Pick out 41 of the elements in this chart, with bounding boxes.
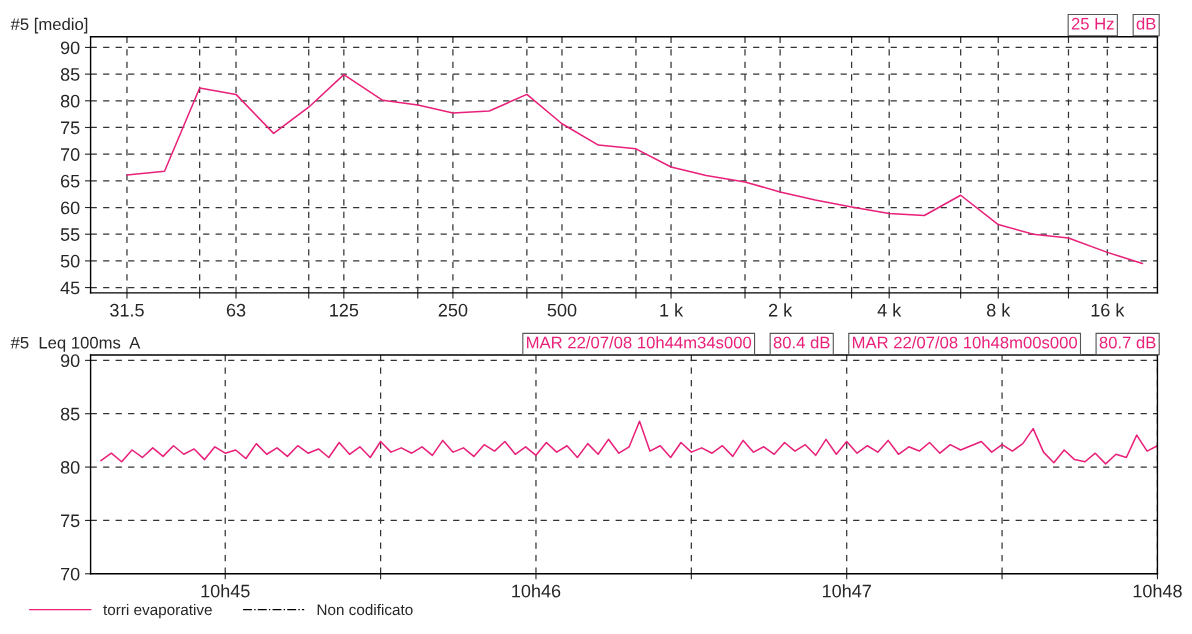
y-tick-label: 90: [60, 41, 80, 55]
line-series: [126, 73, 1144, 265]
x-tick-label: 8 k: [987, 303, 1011, 317]
x-tick-label: 16 k: [1091, 303, 1125, 317]
x-tick-label: 4 k: [877, 303, 902, 317]
y-tick-label: 90: [60, 354, 80, 368]
x-tick-label: 31.5: [110, 303, 144, 317]
x-tick-label: 125: [330, 303, 359, 317]
y-tick-label: 85: [60, 407, 80, 421]
x-tick-label: 10h46: [512, 584, 561, 598]
line-series: [100, 420, 1158, 465]
x-tick-label: 10h47: [822, 584, 871, 598]
chart-title: #5 [medio]: [10, 17, 88, 34]
legend-label: Non codificato: [317, 603, 413, 616]
x-tick-label: 250: [438, 303, 468, 317]
y-tick-label: 65: [61, 174, 80, 188]
x-tick-label: 10h48: [1133, 584, 1182, 598]
text: dB: [1136, 17, 1156, 30]
x-tick-label: 500: [547, 303, 577, 317]
x-tick-label: 2 k: [768, 303, 793, 317]
y-tick-label: 75: [61, 121, 80, 135]
y-tick-label: 50: [60, 254, 80, 268]
y-tick-label: 55: [60, 228, 80, 241]
y-tick-label: 60: [61, 201, 80, 215]
text: 80.4 dB: [773, 336, 830, 349]
text: 25 Hz: [1071, 17, 1114, 30]
y-tick-label: 80: [60, 94, 80, 108]
y-tick-label: 70: [61, 567, 80, 581]
chart-title: #5 Leq 100ms A: [10, 336, 141, 352]
x-tick-label: 10h45: [201, 584, 250, 598]
legend-label: torri evaporative: [103, 603, 212, 619]
y-tick-label: 70: [61, 148, 80, 161]
x-tick-label: 63: [226, 303, 246, 317]
y-tick-label: 45: [60, 281, 80, 295]
y-tick-label: 80: [60, 461, 80, 474]
text: MAR 22/07/08 10h48m00s000: [852, 336, 1078, 349]
x-tick-label: 1 k: [660, 303, 684, 317]
y-tick-label: 75: [61, 514, 80, 528]
text: 80.7 dB: [1099, 336, 1156, 349]
y-tick-label: 85: [60, 68, 80, 81]
text: MAR 22/07/08 10h44m34s000: [527, 336, 752, 349]
